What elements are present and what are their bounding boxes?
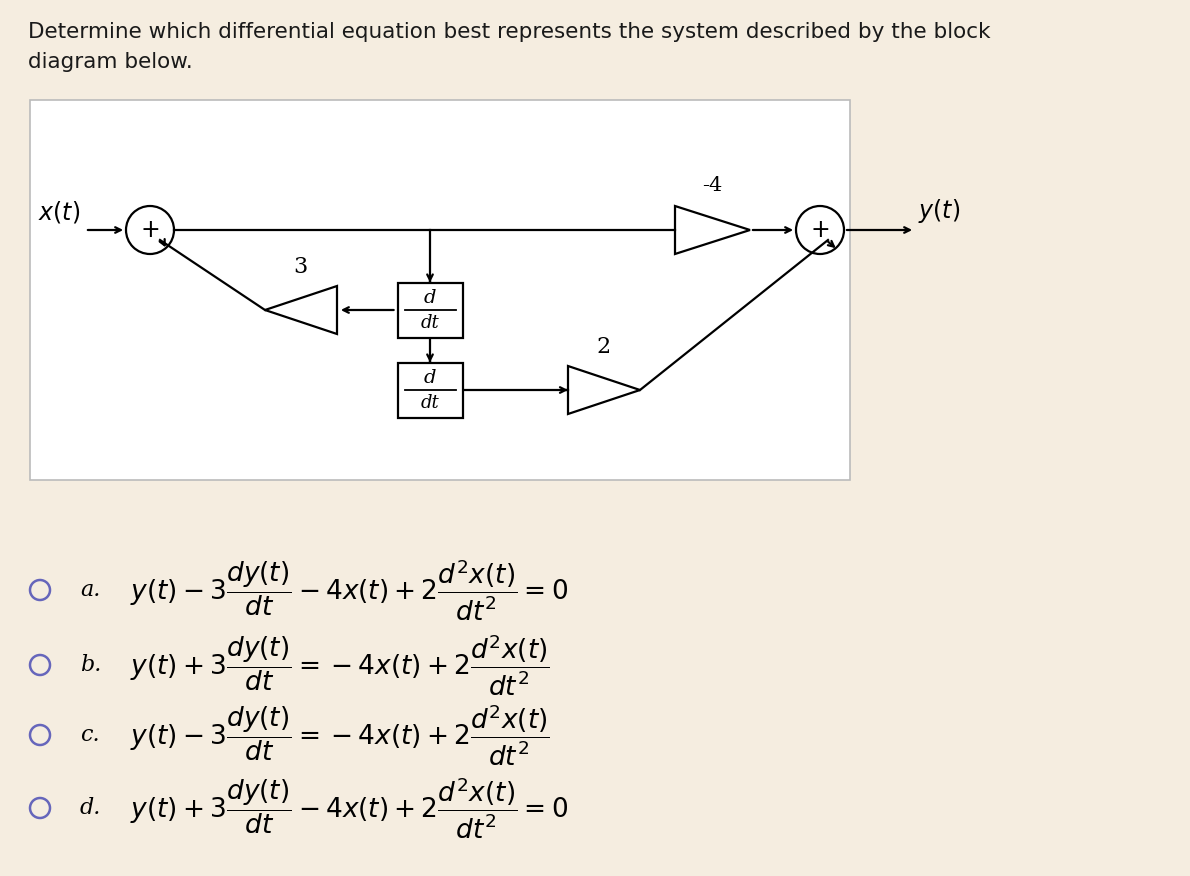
Text: $y(t) - 3\dfrac{dy(t)}{dt} - 4x(t) + 2\dfrac{d^2x(t)}{dt^2} = 0$: $y(t) - 3\dfrac{dy(t)}{dt} - 4x(t) + 2\d… [130, 557, 568, 623]
Text: $y(t) + 3\dfrac{dy(t)}{dt} - 4x(t) + 2\dfrac{d^2x(t)}{dt^2} = 0$: $y(t) + 3\dfrac{dy(t)}{dt} - 4x(t) + 2\d… [130, 775, 568, 841]
Text: 2: 2 [597, 336, 610, 358]
Text: 3: 3 [293, 256, 307, 278]
FancyBboxPatch shape [397, 363, 463, 418]
Text: $y(t) + 3\dfrac{dy(t)}{dt} = -4x(t) + 2\dfrac{d^2x(t)}{dt^2}$: $y(t) + 3\dfrac{dy(t)}{dt} = -4x(t) + 2\… [130, 632, 550, 697]
Text: +: + [810, 218, 829, 242]
Text: $x(t)$: $x(t)$ [38, 199, 80, 225]
Text: d: d [424, 369, 437, 387]
Text: d: d [424, 289, 437, 307]
Text: $y(t) - 3\dfrac{dy(t)}{dt} = -4x(t) + 2\dfrac{d^2x(t)}{dt^2}$: $y(t) - 3\dfrac{dy(t)}{dt} = -4x(t) + 2\… [130, 703, 550, 767]
Text: dt: dt [420, 314, 439, 332]
Text: diagram below.: diagram below. [29, 52, 193, 72]
FancyBboxPatch shape [397, 282, 463, 337]
Text: -4: -4 [702, 176, 722, 195]
Text: d.: d. [80, 797, 101, 819]
Text: a.: a. [80, 579, 100, 601]
Text: dt: dt [420, 394, 439, 412]
Text: Determine which differential equation best represents the system described by th: Determine which differential equation be… [29, 22, 990, 42]
Text: c.: c. [80, 724, 100, 746]
Text: +: + [140, 218, 159, 242]
Text: $y(t)$: $y(t)$ [917, 197, 960, 225]
FancyBboxPatch shape [30, 100, 850, 480]
Text: b.: b. [80, 654, 101, 676]
